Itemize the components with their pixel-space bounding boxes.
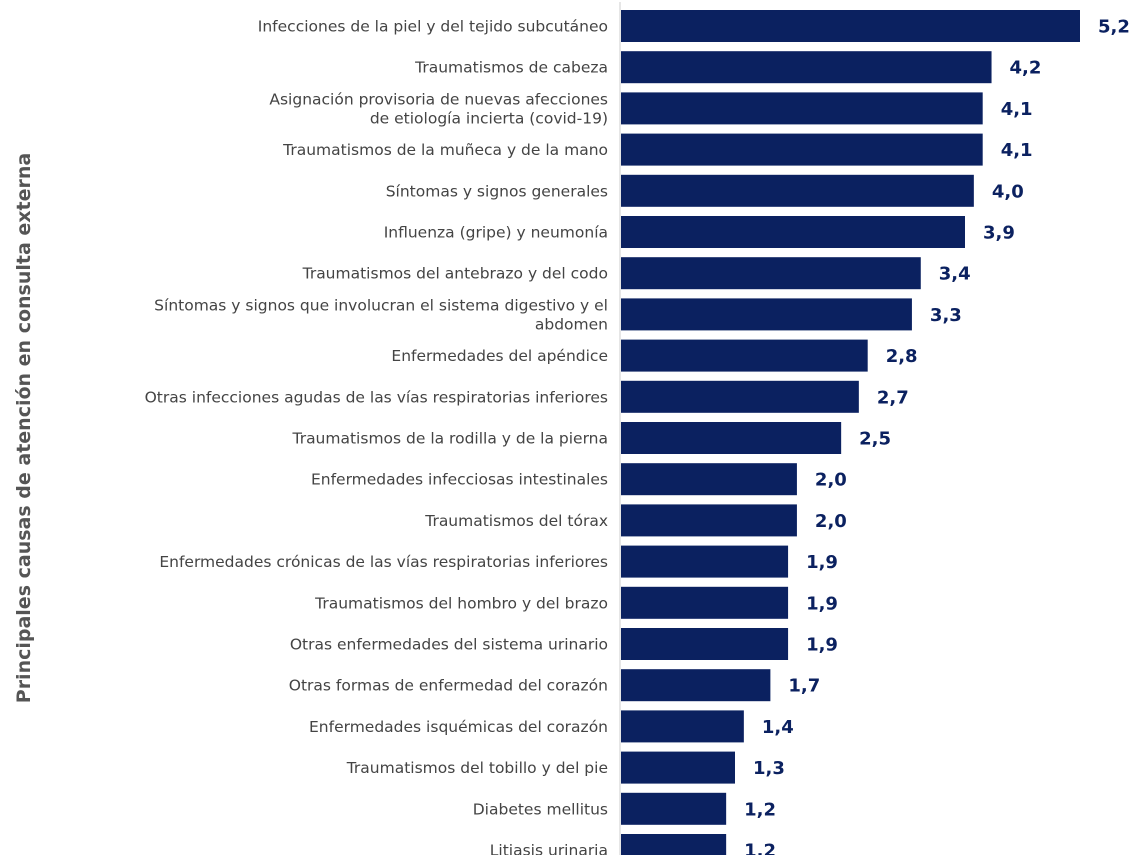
bar — [621, 751, 735, 784]
y-axis-title-group: Principales causas de atención en consul… — [13, 153, 35, 703]
value-label: 1,9 — [806, 635, 838, 656]
value-label: 2,0 — [815, 511, 847, 532]
category-label-line: Traumatismos de la muñeca y de la mano — [282, 141, 608, 159]
bar — [621, 257, 921, 290]
bar — [621, 51, 992, 84]
value-label: 3,3 — [930, 305, 962, 326]
bar — [621, 92, 983, 125]
bar — [621, 628, 789, 660]
category-label-line: Síntomas y signos generales — [386, 182, 608, 200]
category-label: Influenza (gripe) y neumonía — [384, 224, 608, 242]
value-label: 1,3 — [753, 758, 785, 779]
category-label-line: Litiasis urinaria — [490, 842, 608, 855]
bar — [621, 463, 797, 496]
category-label: Traumatismos de la rodilla y de la piern… — [292, 430, 609, 448]
category-label-line: Traumatismos del tobillo y del pie — [346, 759, 608, 777]
value-label: 3,4 — [939, 264, 971, 285]
category-label-line: Enfermedades isquémicas del corazón — [309, 718, 608, 736]
category-label: Síntomas y signos que involucran el sist… — [154, 296, 608, 333]
category-label: Enfermedades del apéndice — [391, 347, 608, 365]
category-label-line: Traumatismos del hombro y del brazo — [314, 594, 608, 612]
value-label: 1,4 — [762, 717, 794, 738]
category-label: Otras infecciones agudas de las vías res… — [145, 388, 608, 406]
category-label: Traumatismos de la muñeca y de la mano — [282, 141, 608, 159]
category-label-line: Asignación provisoria de nuevas afeccion… — [269, 90, 608, 108]
category-label-line: de etiología incierta (covid-19) — [370, 109, 608, 127]
category-label-line: Traumatismos de cabeza — [414, 59, 608, 77]
category-label-line: Traumatismos de la rodilla y de la piern… — [292, 430, 609, 448]
bar — [621, 792, 727, 825]
category-label-line: Traumatismos del antebrazo y del codo — [302, 265, 608, 283]
category-labels-group: Infecciones de la piel y del tejido subc… — [145, 18, 608, 855]
bar — [621, 504, 797, 537]
value-label: 1,2 — [744, 799, 776, 820]
category-label-line: Enfermedades del apéndice — [391, 347, 608, 365]
category-label: Litiasis urinaria — [490, 842, 608, 855]
category-label-line: Enfermedades crónicas de las vías respir… — [159, 553, 608, 571]
bar — [621, 133, 983, 166]
category-label-line: Infecciones de la piel y del tejido subc… — [258, 18, 608, 36]
value-label: 1,9 — [806, 552, 838, 573]
bar — [621, 380, 859, 413]
category-label: Enfermedades infecciosas intestinales — [311, 471, 608, 489]
bar — [621, 545, 789, 578]
bar — [621, 216, 965, 248]
category-label-line: Otras enfermedades del sistema urinario — [290, 636, 608, 654]
value-label: 2,0 — [815, 470, 847, 491]
category-label-line: Otras formas de enfermedad del corazón — [289, 677, 608, 695]
category-label: Síntomas y signos generales — [386, 182, 608, 200]
value-label: 3,9 — [983, 223, 1015, 244]
category-label: Diabetes mellitus — [473, 800, 608, 818]
value-label: 5,2 — [1098, 17, 1130, 38]
value-label: 4,0 — [992, 181, 1024, 202]
category-label: Otras enfermedades del sistema urinario — [290, 636, 608, 654]
bar — [621, 10, 1080, 42]
category-label-line: Influenza (gripe) y neumonía — [384, 224, 608, 242]
category-label-line: Traumatismos del tórax — [424, 512, 608, 530]
category-label-line: Síntomas y signos que involucran el sist… — [154, 296, 608, 314]
bar — [621, 834, 727, 855]
category-label: Traumatismos del tórax — [424, 512, 608, 530]
bar — [621, 298, 912, 331]
category-label: Traumatismos del tobillo y del pie — [346, 759, 608, 777]
category-label-line: Enfermedades infecciosas intestinales — [311, 471, 608, 489]
bar — [621, 669, 771, 702]
bar — [621, 710, 744, 743]
bar — [621, 586, 789, 619]
value-labels-group: 5,2 4,2 4,1 4,1 4,0 3,9 3,4 3,3 2,8 2,7 2,5 2,0 2,0 1… — [744, 17, 1130, 855]
value-label: 2,5 — [859, 429, 891, 450]
category-label: Otras formas de enfermedad del corazón — [289, 677, 608, 695]
category-label: Enfermedades isquémicas del corazón — [309, 718, 608, 736]
category-label-line: abdomen — [535, 315, 608, 333]
category-label-line: Diabetes mellitus — [473, 800, 608, 818]
value-label: 1,7 — [788, 676, 820, 697]
value-label: 2,7 — [877, 387, 909, 408]
value-label: 4,1 — [1001, 140, 1033, 161]
value-label: 1,2 — [744, 841, 776, 855]
value-label: 1,9 — [806, 593, 838, 614]
category-label: Enfermedades crónicas de las vías respir… — [159, 553, 608, 571]
y-axis-title: Principales causas de atención en consul… — [13, 153, 35, 703]
category-label: Infecciones de la piel y del tejido subc… — [258, 18, 608, 36]
category-label: Asignación provisoria de nuevas afeccion… — [269, 90, 608, 127]
bar — [621, 339, 868, 372]
category-label: Traumatismos del hombro y del brazo — [314, 594, 608, 612]
value-label: 2,8 — [886, 346, 918, 367]
category-label-line: Otras infecciones agudas de las vías res… — [145, 388, 608, 406]
category-label: Traumatismos de cabeza — [414, 59, 608, 77]
bar — [621, 422, 842, 454]
bars-group — [621, 10, 1080, 855]
value-label: 4,2 — [1010, 58, 1042, 79]
value-label: 4,1 — [1001, 99, 1033, 120]
category-label: Traumatismos del antebrazo y del codo — [302, 265, 608, 283]
bar — [621, 174, 974, 207]
